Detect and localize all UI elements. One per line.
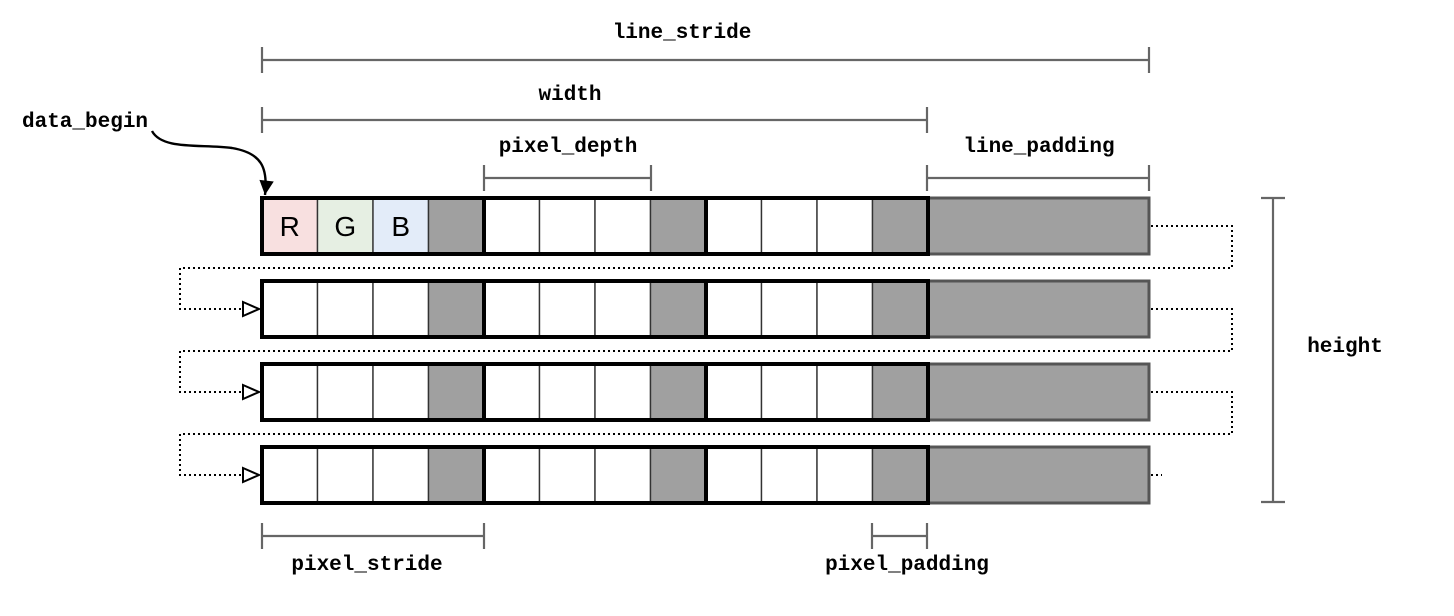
pixel-padding-cell — [649, 363, 707, 421]
channel-cell — [483, 197, 541, 255]
channel-letter-r: R — [280, 211, 300, 242]
pixel-border — [704, 279, 930, 339]
pixel-padding-cell — [427, 363, 485, 421]
pixel — [260, 445, 486, 505]
channel-cell — [372, 363, 430, 421]
image-row — [260, 362, 1151, 422]
channel-cell — [705, 363, 763, 421]
height-label: height — [1307, 336, 1383, 359]
pixel — [482, 279, 708, 339]
pixel-border — [704, 362, 930, 422]
pixel — [704, 362, 930, 422]
width-dimension — [260, 107, 929, 133]
pixel-padding-cell — [871, 446, 929, 504]
pixel-padding-cell — [427, 197, 485, 255]
channel-cell — [483, 446, 541, 504]
line-padding-block — [926, 362, 1151, 422]
channel-cell — [261, 446, 319, 504]
channel-cell — [594, 197, 652, 255]
channel-cell — [705, 197, 763, 255]
channel-cell — [483, 280, 541, 338]
data-begin-arrow — [150, 130, 274, 196]
channel-cell — [816, 197, 874, 255]
channel-cell — [372, 280, 430, 338]
pixel — [704, 196, 930, 256]
channel-cell — [316, 363, 374, 421]
pixel-depth-dimension — [482, 165, 653, 191]
channel-cell — [760, 197, 818, 255]
pixel-padding-cell — [871, 363, 929, 421]
channel-cell — [760, 363, 818, 421]
pixel-depth-label: pixel_depth — [499, 136, 638, 159]
pixel — [482, 196, 708, 256]
data-begin-label: data_begin — [22, 111, 148, 134]
image-row — [260, 279, 1151, 339]
channel-cell — [538, 446, 596, 504]
channel-cell — [261, 280, 319, 338]
channel-cell — [261, 363, 319, 421]
channel-letter-g: G — [334, 211, 356, 242]
pixel — [704, 279, 930, 339]
channel-cell — [816, 446, 874, 504]
pixel-border — [704, 196, 930, 256]
pixel — [482, 362, 708, 422]
pixel-padding-dimension — [870, 523, 929, 549]
pixel-padding-cell — [649, 197, 707, 255]
channel-cell — [816, 280, 874, 338]
channel-cell — [483, 363, 541, 421]
pixel-stride-label: pixel_stride — [291, 554, 442, 577]
channel-cell — [594, 446, 652, 504]
pixel-padding-cell — [649, 446, 707, 504]
pixel — [260, 196, 486, 256]
line-stride-label: line_stride — [613, 22, 752, 45]
line-padding-block — [926, 196, 1151, 256]
pixel — [260, 362, 486, 422]
channel-cell — [594, 363, 652, 421]
channel-cell — [594, 280, 652, 338]
channel-cell — [538, 197, 596, 255]
pixel-padding-cell — [427, 446, 485, 504]
pixel-border — [704, 445, 930, 505]
channel-cell — [760, 280, 818, 338]
channel-cell — [760, 446, 818, 504]
image-row — [260, 445, 1151, 505]
line-padding-block — [926, 279, 1151, 339]
channel-cell — [705, 446, 763, 504]
channel-cell — [372, 446, 430, 504]
line-padding-label: line_padding — [963, 136, 1114, 159]
channel-letter-b: B — [391, 211, 410, 242]
channel-cell — [816, 363, 874, 421]
pixel — [260, 279, 486, 339]
pixel — [704, 445, 930, 505]
line-padding-dimension — [925, 165, 1151, 191]
height-dimension — [1261, 196, 1285, 504]
pixel-padding-cell — [649, 280, 707, 338]
pixel-padding-cell — [871, 197, 929, 255]
channel-cell — [705, 280, 763, 338]
channel-cell — [261, 197, 319, 255]
pixel-padding-cell — [427, 280, 485, 338]
channel-cell — [316, 446, 374, 504]
pixel-padding-cell — [871, 280, 929, 338]
channel-cell — [316, 280, 374, 338]
line-stride-dimension — [260, 47, 1151, 73]
channel-cell — [538, 280, 596, 338]
pixel — [482, 445, 708, 505]
pixel-padding-label: pixel_padding — [825, 554, 989, 577]
pixel-stride-dimension — [260, 523, 486, 549]
channel-cell — [538, 363, 596, 421]
line-padding-block — [926, 445, 1151, 505]
width-label: width — [538, 84, 601, 107]
